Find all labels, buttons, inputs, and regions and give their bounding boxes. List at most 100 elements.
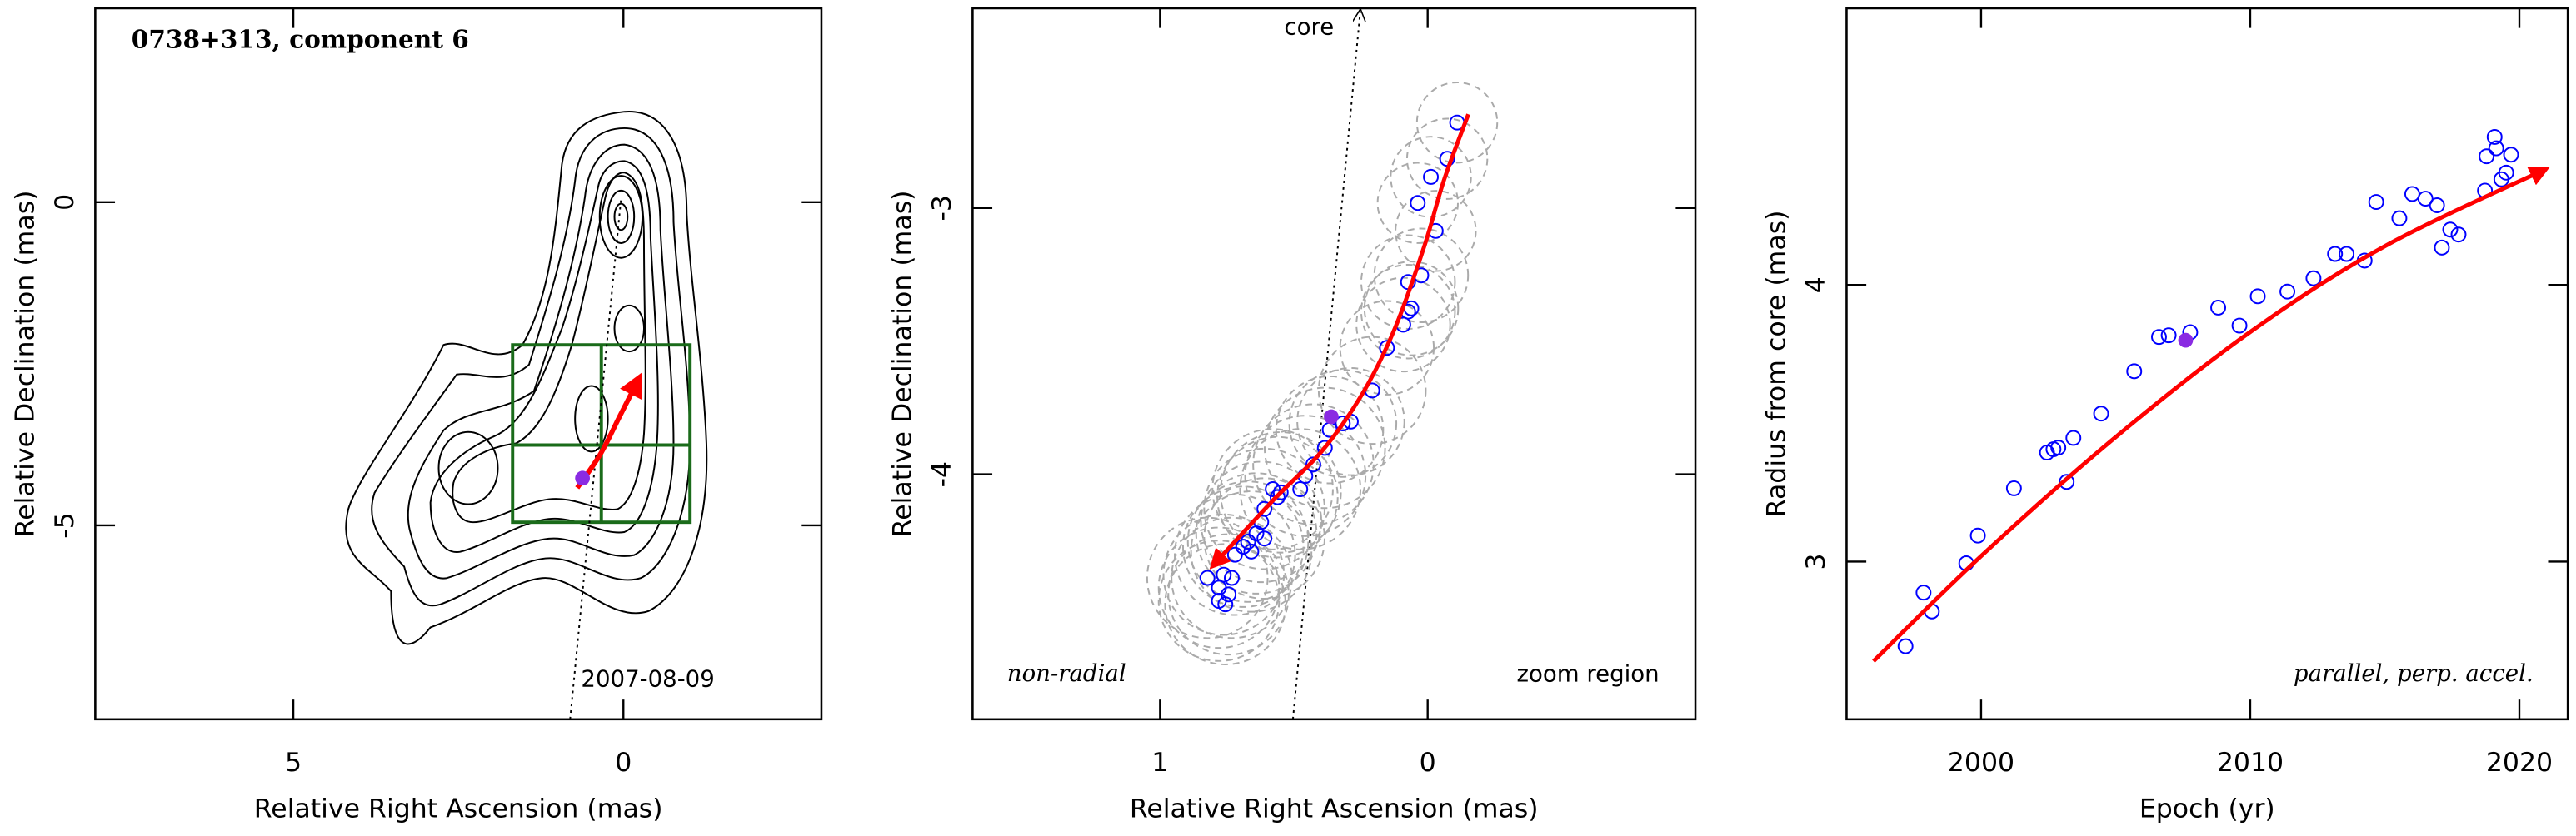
y-tick-label: -4	[927, 461, 957, 487]
component-size	[1186, 480, 1310, 603]
epoch-point	[1324, 409, 1339, 425]
axes-frame	[971, 7, 1697, 721]
component-size	[1263, 386, 1386, 510]
point	[1423, 168, 1440, 185]
x-axis-label: Relative Right Ascension (mas)	[1130, 794, 1539, 824]
component-size	[1167, 533, 1290, 656]
axes-frame	[1845, 7, 2569, 721]
point	[2305, 270, 2322, 286]
component-size	[1157, 540, 1281, 662]
point	[1248, 525, 1265, 542]
x-axis-label: Relative Right Ascension (mas)	[254, 794, 663, 824]
x-axis-label: Epoch (yr)	[2139, 794, 2275, 824]
fit-curve	[575, 372, 642, 490]
component-size	[1174, 493, 1296, 616]
component-size	[1376, 162, 1459, 244]
annotation: core	[1284, 13, 1334, 41]
x-tick-label: 5	[285, 748, 302, 778]
y-axis-label: Radius from core (mas)	[1762, 211, 1792, 518]
point	[2210, 299, 2227, 316]
point	[2429, 197, 2445, 213]
point	[1379, 340, 1395, 356]
point	[2249, 288, 2266, 305]
point	[2442, 221, 2459, 238]
point	[2327, 246, 2344, 262]
y-tick-label: -5	[50, 512, 80, 538]
component-size	[1405, 117, 1489, 200]
point	[1969, 527, 1986, 544]
epoch-point	[575, 470, 591, 486]
point	[2479, 148, 2495, 165]
axes-frame	[94, 7, 823, 721]
point	[2368, 194, 2384, 211]
point	[1240, 534, 1256, 550]
component-size	[1190, 490, 1313, 613]
component-size	[1363, 261, 1460, 356]
point	[2498, 164, 2514, 181]
point	[2434, 239, 2450, 256]
component-size	[1317, 336, 1427, 445]
annotation: zoom region	[1516, 660, 1659, 688]
point	[1269, 489, 1286, 505]
component-size	[1219, 431, 1342, 554]
point	[2417, 191, 2434, 207]
y-tick-label: -3	[927, 195, 957, 221]
component-size	[1244, 415, 1367, 537]
x-tick-label: 2000	[1948, 748, 2014, 778]
component-size	[1360, 263, 1456, 360]
point	[2486, 128, 2503, 145]
point	[1211, 593, 1227, 609]
component-size	[1390, 136, 1472, 218]
component-size	[1252, 403, 1375, 526]
point	[2279, 283, 2296, 300]
component-size	[1288, 369, 1398, 478]
point	[2488, 140, 2504, 157]
x-tick-label: 1	[1151, 748, 1168, 778]
component-size	[1171, 516, 1293, 639]
point	[1199, 570, 1216, 586]
core-direction	[1291, 12, 1360, 719]
point	[2339, 246, 2355, 262]
point	[2050, 440, 2067, 456]
zoom-box	[511, 343, 692, 525]
point	[2391, 210, 2408, 226]
epoch-point	[2178, 332, 2194, 348]
core-direction	[569, 198, 622, 719]
point	[1243, 543, 1260, 560]
component-size	[1296, 367, 1405, 476]
annotation: non-radial	[1007, 659, 1126, 687]
point	[1235, 539, 1251, 555]
point	[1335, 416, 1351, 431]
point	[2093, 406, 2109, 422]
point	[1265, 481, 1281, 497]
point	[2450, 226, 2467, 243]
x-tick-label: 2010	[2217, 748, 2284, 778]
point	[1897, 638, 1914, 654]
point	[1211, 580, 1227, 596]
component-size	[1373, 227, 1470, 323]
component-size	[1164, 543, 1287, 665]
annotation: parallel, perp. accel.	[2294, 659, 2534, 687]
component-size	[1395, 190, 1477, 272]
annotation: 2007-08-09	[581, 664, 714, 692]
x-tick-label: 0	[1420, 748, 1436, 778]
component-size	[1203, 447, 1325, 570]
y-tick-label: 4	[1801, 276, 1831, 293]
point	[1305, 456, 1321, 473]
component-size	[1181, 485, 1305, 608]
point	[1221, 586, 1237, 603]
component-size	[1162, 513, 1286, 636]
point	[2231, 317, 2248, 334]
point	[1292, 481, 1309, 497]
point	[2126, 363, 2143, 380]
y-axis-label: Relative Declination (mas)	[888, 191, 918, 538]
y-tick-label: 0	[50, 194, 80, 211]
panel-title: 0738+313, component 6	[132, 24, 469, 53]
y-tick-label: 3	[1801, 553, 1831, 570]
fit-curve	[1872, 167, 2550, 663]
point	[1223, 570, 1240, 586]
point	[2151, 329, 2167, 346]
component-size	[1146, 516, 1269, 639]
component-size	[1200, 460, 1323, 584]
